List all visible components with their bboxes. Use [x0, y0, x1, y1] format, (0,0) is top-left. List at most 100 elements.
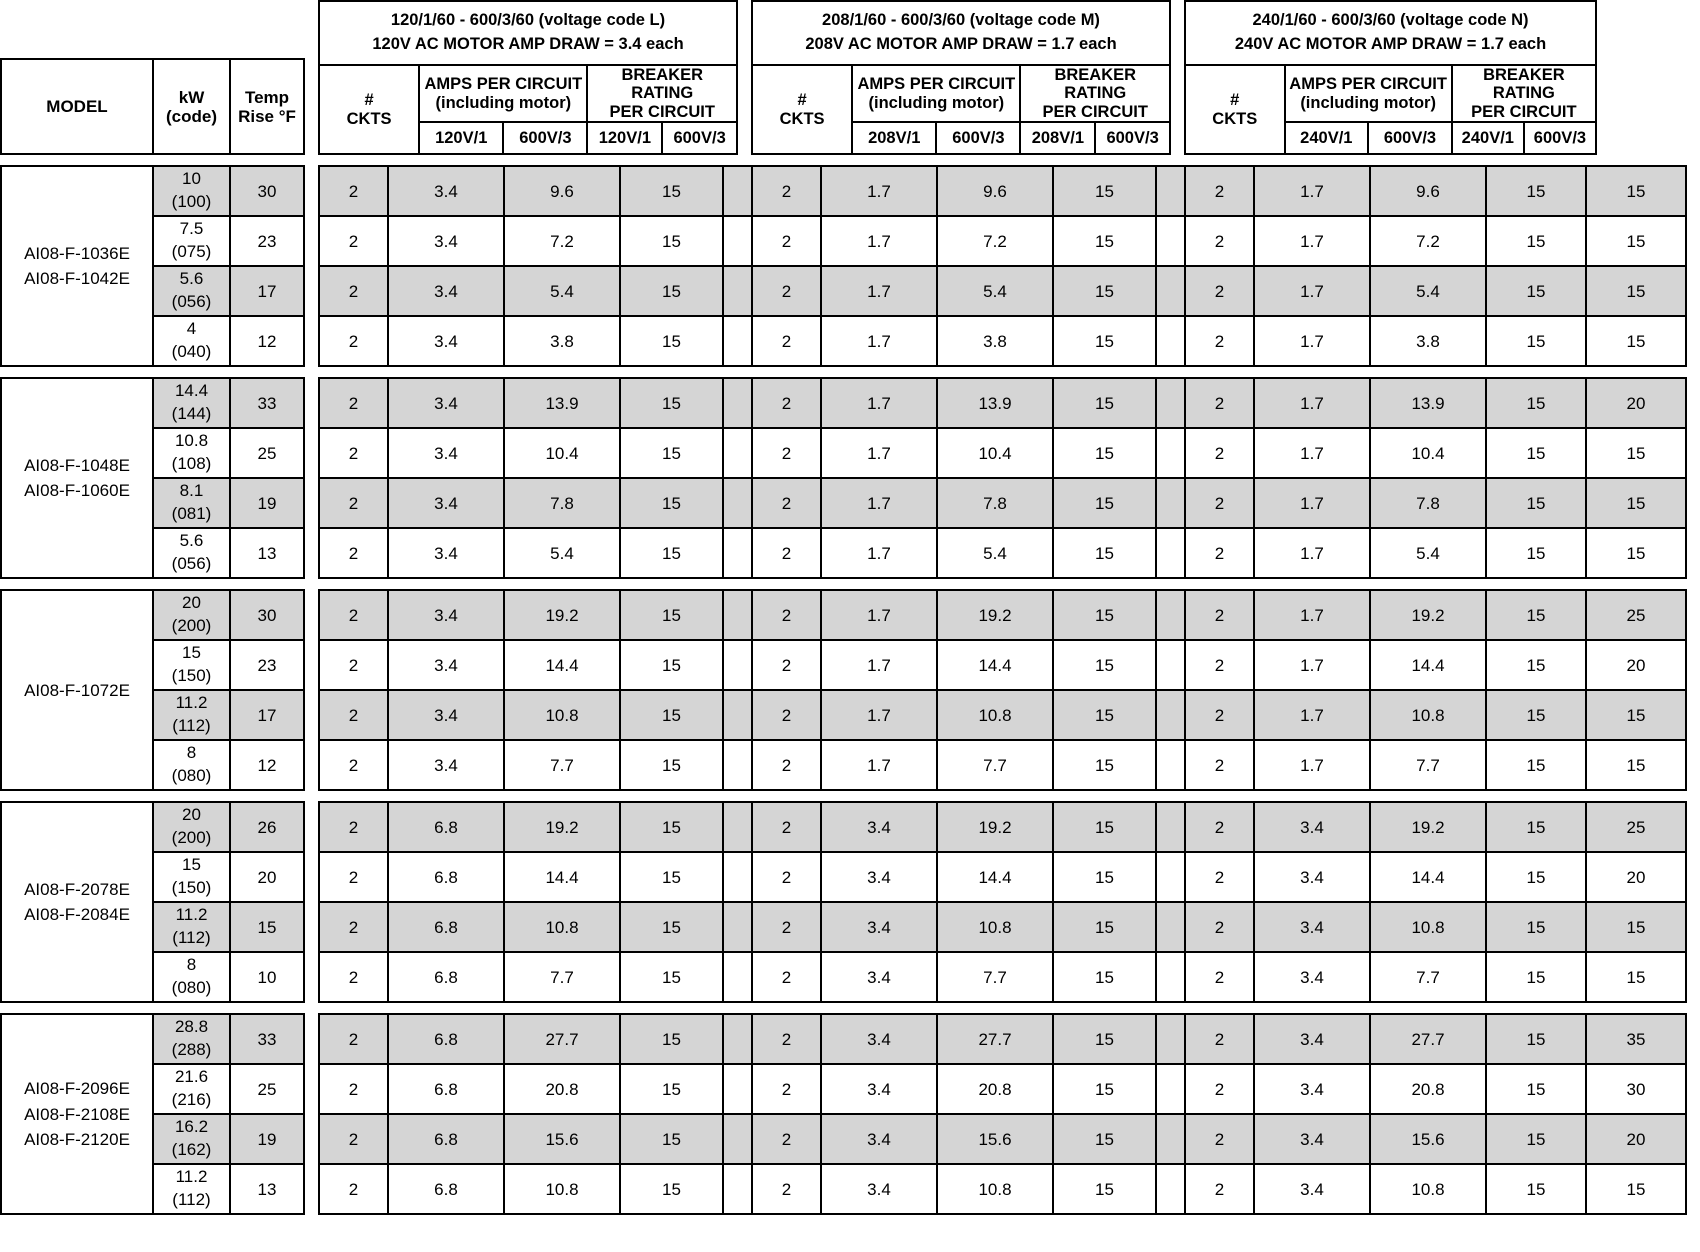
kw-code-cell: 10.8 (108) — [152, 427, 231, 480]
amps-single-cell: 6.8 — [387, 1163, 505, 1216]
table-row: AI08-F-2078E AI08-F-2084E 20 (200) 26 — [0, 801, 305, 1004]
kw-code-cell: 21.6 (216) — [152, 1063, 231, 1116]
amps-single-cell: 3.4 — [820, 1113, 938, 1166]
header-temp-rise: Temp Rise °F — [229, 58, 305, 156]
group-title-m-line2: 208V AC MOTOR AMP DRAW = 1.7 each — [805, 35, 1117, 53]
amps-three-cell: 10.4 — [936, 427, 1054, 480]
breaker-single-cell: 15 — [1052, 851, 1157, 904]
amps-three-cell: 10.8 — [1369, 901, 1487, 954]
amps-single-cell: 3.4 — [387, 739, 505, 792]
table-row: 8.1 (081) 19 — [1, 477, 305, 530]
ckts-cell: 2 — [318, 1063, 389, 1116]
amps-single-cell: 1.7 — [820, 427, 938, 480]
amps-single-cell: 3.4 — [820, 1013, 938, 1066]
breaker-single-cell: 15 — [1052, 1013, 1157, 1066]
fixed-body-table: AI08-F-2078E AI08-F-2084E 20 (200) 26 15 (1… — [0, 801, 305, 1004]
amps-single-cell: 6.8 — [387, 1063, 505, 1116]
amps-single-cell: 1.7 — [820, 739, 938, 792]
model-names-cell: AI08-F-1036E AI08-F-1042E — [0, 165, 154, 368]
model-names-cell: AI08-F-2078E AI08-F-2084E — [0, 801, 154, 1004]
ckts-cell: 2 — [318, 1013, 389, 1066]
ckts-cell: 2 — [751, 689, 822, 742]
kw-code-cell: 11.2 (112) — [152, 1163, 231, 1216]
temp-rise-cell: 26 — [229, 801, 305, 854]
breaker-single-cell: 15 — [619, 215, 724, 268]
amps-three-cell: 9.6 — [936, 165, 1054, 218]
amps-single-cell: 1.7 — [820, 315, 938, 368]
voltage-group-body-n: 2 1.7 13.9 15 20 2 1.7 10.4 15 15 2 1.7 7.8 15 15 2 1.7 5… — [1184, 377, 1687, 580]
temp-rise-cell: 13 — [229, 527, 305, 580]
ckts-cell: 2 — [1184, 527, 1255, 580]
breaker-single-cell: 15 — [1485, 377, 1587, 430]
amps-single-cell: 3.4 — [1253, 901, 1371, 954]
amps-three-cell: 9.6 — [1369, 165, 1487, 218]
subheader-brk1-l: 120V/1 — [586, 121, 664, 156]
breaker-three-cell: 15 — [1585, 1163, 1687, 1216]
breaker-single-cell: 15 — [1485, 1163, 1587, 1216]
group-body-table-n: 2 1.7 13.9 15 20 2 1.7 10.4 15 15 2 1.7 7.8 15 15 2 1.7 5… — [1184, 377, 1687, 580]
ckts-cell: 2 — [751, 801, 822, 854]
amps-single-cell: 3.4 — [1253, 851, 1371, 904]
model-block: AI08-F-1048E AI08-F-1060E 14.4 (144) 33 10.… — [0, 377, 1700, 580]
breaker-single-cell: 15 — [1052, 165, 1157, 218]
breaker-single-cell: 15 — [1052, 527, 1157, 580]
table-row: 15 (150) 20 — [1, 851, 305, 904]
voltage-group-body-l: 23.49.6151523.47.2151523.45.4151523.43.8… — [318, 165, 827, 368]
temp-rise-cell: 15 — [229, 901, 305, 954]
ckts-cell: 2 — [1184, 315, 1255, 368]
table-row: 8 (080) 10 — [1, 951, 305, 1004]
breaker-single-cell: 15 — [1052, 801, 1157, 854]
amps-single-cell: 1.7 — [1253, 377, 1371, 430]
block-gap — [0, 367, 1700, 377]
amps-three-cell: 27.7 — [1369, 1013, 1487, 1066]
breaker-single-cell: 15 — [1485, 639, 1587, 692]
breaker-single-cell: 15 — [1052, 951, 1157, 1004]
amps-three-cell: 13.9 — [503, 377, 621, 430]
breaker-single-cell: 15 — [1052, 215, 1157, 268]
voltage-group-header-n: 240/1/60 - 600/3/60 (voltage code N) 240… — [1184, 0, 1598, 156]
breaker-single-cell: 15 — [1485, 265, 1587, 318]
amps-three-cell: 10.4 — [503, 427, 621, 480]
amps-single-cell: 3.4 — [1253, 1163, 1371, 1216]
temp-rise-cell: 19 — [229, 1113, 305, 1166]
temp-rise-cell: 12 — [229, 739, 305, 792]
breaker-single-cell: 15 — [1052, 901, 1157, 954]
group-title-m: 208/1/60 - 600/3/60 (voltage code M) 208… — [751, 0, 1171, 64]
ckts-cell: 2 — [1184, 1163, 1255, 1216]
table-row: 10.8 (108) 25 — [1, 427, 305, 480]
temp-rise-cell: 20 — [229, 851, 305, 904]
ckts-cell: 2 — [751, 315, 822, 368]
kw-code-cell: 14.4 (144) — [152, 377, 231, 430]
amps-single-cell: 1.7 — [1253, 689, 1371, 742]
temp-rise-cell: 23 — [229, 215, 305, 268]
ckts-cell: 2 — [1184, 589, 1255, 642]
kw-code-cell: 10 (100) — [152, 165, 231, 218]
ckts-cell: 2 — [751, 377, 822, 430]
breaker-single-cell: 15 — [1052, 689, 1157, 742]
block-gap — [0, 155, 1700, 165]
amps-three-cell: 7.7 — [936, 739, 1054, 792]
breaker-single-cell: 15 — [619, 1163, 724, 1216]
ckts-cell: 2 — [318, 589, 389, 642]
kw-code-cell: 11.2 (112) — [152, 901, 231, 954]
amps-three-cell: 19.2 — [1369, 589, 1487, 642]
table-row: 5.6 (056) 17 — [1, 265, 305, 318]
breaker-single-cell: 15 — [1485, 1063, 1587, 1116]
voltage-group-body-n: 2 1.7 19.2 15 25 2 1.7 14.4 15 20 2 1.7 10.8 15 15 2 1.7… — [1184, 589, 1687, 792]
